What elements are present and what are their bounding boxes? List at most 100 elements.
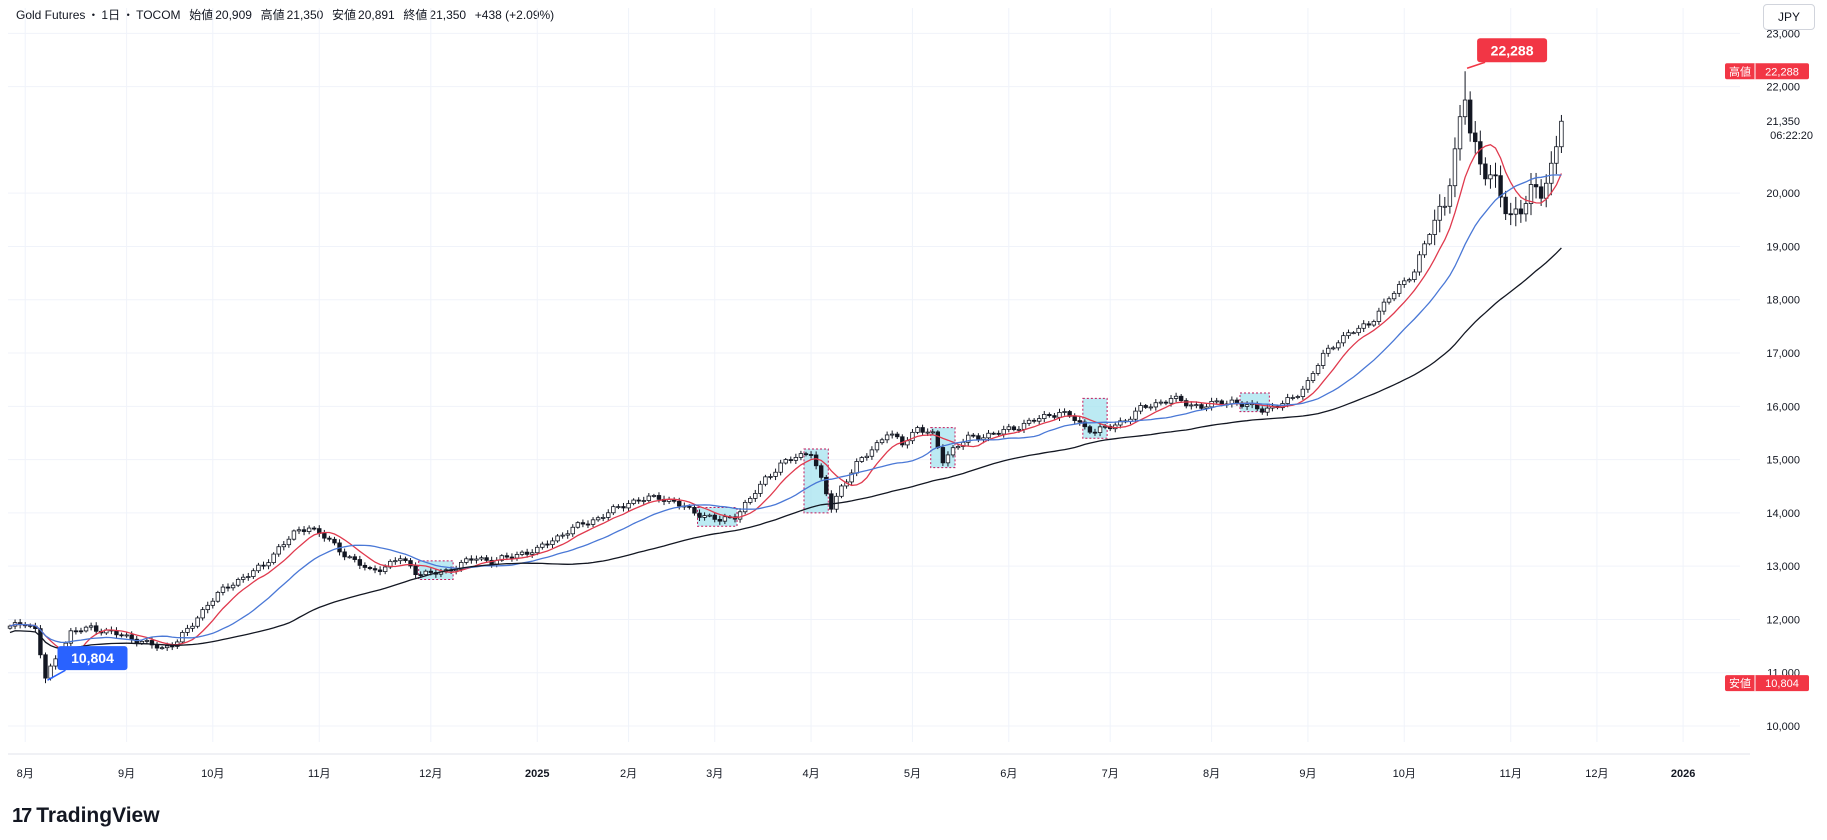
- candle: [159, 645, 165, 650]
- candle: [1478, 130, 1483, 176]
- time-tick-label: 11月: [308, 768, 330, 780]
- time-tick-label: 12月: [419, 768, 442, 780]
- candle: [1437, 194, 1442, 233]
- tradingview-logo[interactable]: 17 TradingView: [12, 804, 160, 828]
- candle: [1001, 425, 1006, 438]
- time-tick-label: 3月: [706, 768, 723, 780]
- candle-body: [185, 627, 190, 633]
- candle-body: [170, 645, 175, 648]
- candle-body: [651, 495, 657, 497]
- candle: [717, 515, 722, 525]
- candle-body: [1285, 397, 1290, 404]
- high-axis-badge: 高値 22,288: [1725, 63, 1809, 80]
- candle: [1158, 399, 1164, 406]
- candle: [783, 458, 788, 465]
- candle-body: [1508, 213, 1513, 216]
- candle-body: [555, 535, 560, 542]
- candle: [347, 554, 352, 559]
- high-label: 高値: [260, 8, 285, 22]
- open-label: 始値: [189, 8, 214, 22]
- candle: [93, 622, 99, 635]
- candle: [1493, 162, 1498, 188]
- candle-body: [1158, 401, 1164, 404]
- low-value: 20,891: [358, 8, 395, 22]
- candle-body: [1483, 163, 1488, 180]
- candle-body: [707, 514, 712, 517]
- candle: [271, 552, 276, 565]
- candle-body: [306, 527, 312, 532]
- candle-body: [225, 586, 231, 589]
- candle-body: [1031, 419, 1037, 422]
- candle-body: [1341, 335, 1346, 344]
- candle-body: [1478, 141, 1483, 165]
- candle: [474, 555, 479, 564]
- candle: [971, 433, 976, 438]
- interval[interactable]: 1日: [101, 8, 121, 22]
- candle-body: [687, 506, 692, 508]
- candle-body: [854, 461, 859, 474]
- candle-body: [1538, 186, 1544, 199]
- candle: [185, 624, 190, 636]
- candle: [1204, 404, 1209, 412]
- candle-body: [1204, 406, 1209, 409]
- candle-body: [367, 567, 373, 570]
- candle-body: [215, 591, 221, 602]
- candle: [945, 451, 951, 467]
- candle-body: [1422, 243, 1427, 256]
- candle: [104, 627, 109, 635]
- candle: [1427, 233, 1432, 246]
- candle-body: [1265, 407, 1270, 413]
- candle: [1295, 394, 1300, 400]
- symbol-name[interactable]: Gold Futures: [16, 8, 86, 22]
- candle-body: [656, 495, 662, 500]
- candle-body: [1173, 395, 1179, 399]
- candle-body: [1082, 421, 1088, 428]
- candle: [560, 532, 565, 539]
- candle-body: [1462, 99, 1468, 118]
- candle: [900, 434, 905, 448]
- candle-body: [940, 447, 946, 464]
- candle-body: [362, 564, 368, 568]
- candle: [306, 525, 312, 535]
- candle: [1143, 404, 1148, 409]
- candle-body: [1442, 205, 1448, 208]
- candle-body: [955, 446, 961, 449]
- price-tick-label: 17,000: [1766, 348, 1800, 360]
- candle-body: [1326, 347, 1331, 354]
- time-tick-label: 4月: [802, 768, 819, 780]
- price-chart[interactable]: 10,00011,00012,00013,00014,00015,00016,0…: [0, 0, 1827, 800]
- candle-body: [889, 433, 895, 436]
- candle: [879, 437, 885, 445]
- candle-body: [524, 551, 530, 555]
- candle: [83, 625, 89, 633]
- candle-body: [895, 433, 900, 438]
- candle: [1133, 407, 1138, 423]
- candle: [1513, 196, 1518, 227]
- candle-body: [474, 558, 479, 561]
- candle: [1452, 137, 1458, 198]
- candle-body: [722, 516, 728, 522]
- candle-body: [535, 546, 540, 554]
- candle-body: [327, 537, 332, 540]
- candle: [575, 521, 581, 529]
- candle-body: [1118, 420, 1123, 426]
- candle-body: [1488, 174, 1493, 180]
- candle-body: [1366, 323, 1371, 326]
- candle-body: [1062, 411, 1067, 413]
- candle-body: [190, 625, 195, 629]
- price-tick-label: 15,000: [1766, 455, 1800, 467]
- candle-body: [540, 543, 545, 548]
- candle: [256, 562, 261, 574]
- candle: [210, 598, 215, 609]
- candle: [819, 463, 824, 480]
- candle-body: [1457, 116, 1463, 150]
- candle-body: [1356, 327, 1361, 334]
- candle: [966, 431, 971, 446]
- candle: [550, 537, 555, 548]
- candle-body: [154, 644, 160, 649]
- candle: [17, 618, 23, 629]
- axis-badge-label: 高値: [1729, 64, 1751, 78]
- currency-button[interactable]: JPY: [1763, 4, 1815, 30]
- chart-header: Gold Futures ・ 1日・ TOCOM 始値 20,909 高値 21,350 …: [16, 6, 556, 23]
- candle-body: [869, 449, 875, 457]
